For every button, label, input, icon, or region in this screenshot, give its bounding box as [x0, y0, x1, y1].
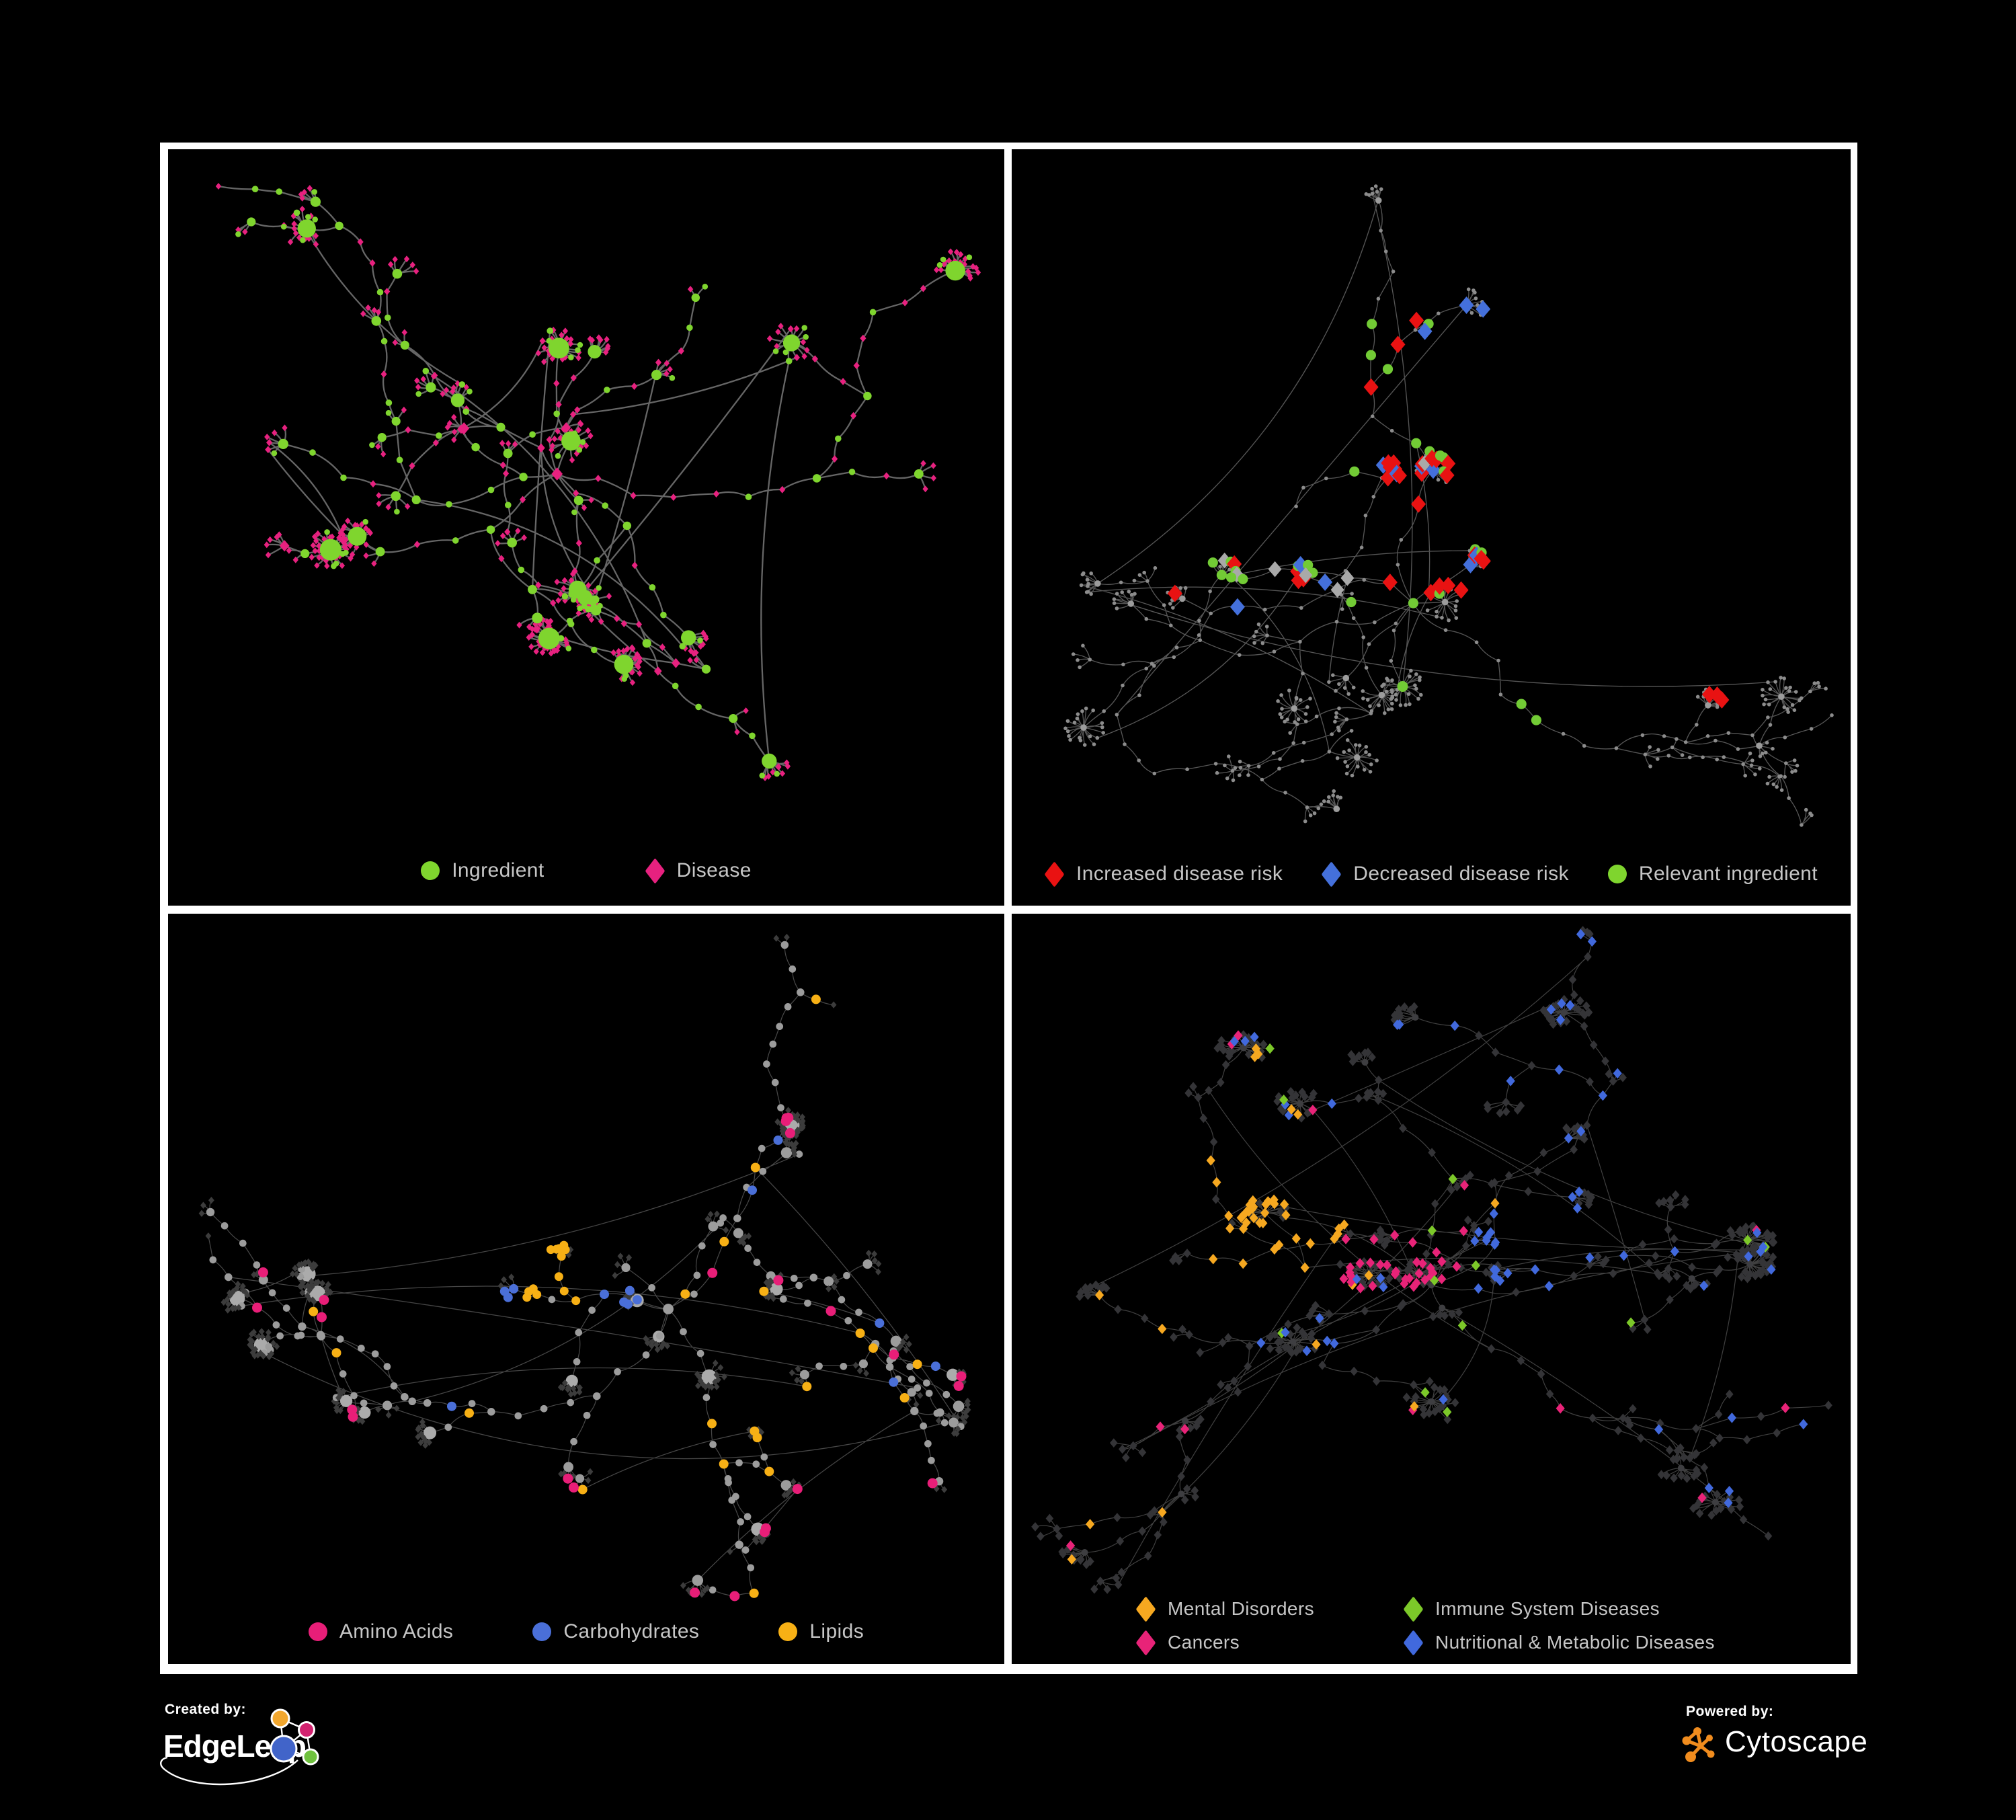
legend-item: Relevant ingredient — [1607, 863, 1818, 885]
legend: Amino Acids Carbohydrates Lipids — [168, 1620, 1004, 1643]
legend-item: Lipids — [778, 1620, 864, 1643]
legend-label: Carbohydrates — [563, 1620, 700, 1643]
legend-label: Relevant ingredient — [1638, 863, 1818, 885]
legend: Mental Disorders Immune System Diseases … — [1135, 1595, 1715, 1656]
legend-item: Immune System Diseases — [1403, 1595, 1715, 1622]
increased-risk-glyph-icon — [1044, 861, 1065, 887]
ingredient-glyph-icon — [421, 861, 440, 880]
disease-risk-network — [1063, 184, 1834, 827]
disease-class-network — [1031, 926, 1832, 1594]
cytoscape-wordmark: Cytoscape — [1725, 1725, 1868, 1758]
panel-ingredient-disease: Ingredient Disease — [168, 149, 1004, 906]
legend-label: Lipids — [809, 1620, 864, 1643]
disease-glyph-icon — [645, 857, 665, 884]
legend-item: Disease — [645, 857, 752, 884]
lipids-glyph-icon — [778, 1622, 798, 1641]
carbohydrates-glyph-icon — [532, 1622, 552, 1641]
legend-item: Increased disease risk — [1044, 861, 1283, 887]
immune-diseases-glyph-icon — [1403, 1595, 1424, 1622]
created-by-label: Created by: — [165, 1702, 247, 1717]
legend-label: Disease — [676, 859, 752, 881]
legend-label: Increased disease risk — [1076, 863, 1283, 885]
ingredient-disease-network — [215, 183, 981, 781]
relevant-ingredient-glyph-icon — [1607, 865, 1627, 883]
panel-grid: Ingredient Disease Increased disease ris… — [160, 143, 1857, 1674]
edgeleap-logo-icon — [160, 1708, 319, 1786]
legend-item: Carbohydrates — [532, 1620, 699, 1643]
legend-label: Mental Disorders — [1168, 1598, 1315, 1619]
legend-item: Amino Acids — [308, 1620, 454, 1643]
legend-item: Mental Disorders — [1135, 1595, 1404, 1622]
amino-acids-glyph-icon — [308, 1622, 327, 1641]
legend-item: Ingredient — [421, 859, 544, 882]
legend-label: Amino Acids — [339, 1620, 454, 1643]
nutritional-metabolic-glyph-icon — [1403, 1629, 1424, 1656]
decreased-risk-glyph-icon — [1321, 861, 1342, 887]
panel-disease-classes: Mental Disorders Immune System Diseases … — [1012, 914, 1851, 1664]
legend-item: Decreased disease risk — [1321, 861, 1569, 887]
panel-disease-risk: Increased disease risk Decreased disease… — [1012, 149, 1851, 906]
legend: Ingredient Disease — [168, 857, 1004, 884]
legend-label: Nutritional & Metabolic Diseases — [1435, 1632, 1715, 1653]
legend-item: Nutritional & Metabolic Diseases — [1403, 1629, 1715, 1656]
legend-label: Immune System Diseases — [1435, 1598, 1660, 1619]
legend-label: Decreased disease risk — [1353, 863, 1569, 885]
legend: Increased disease risk Decreased disease… — [1012, 861, 1851, 887]
cancers-glyph-icon — [1135, 1629, 1156, 1656]
legend-item: Cancers — [1135, 1629, 1404, 1656]
legend-label: Cancers — [1168, 1632, 1240, 1653]
powered-by-label: Powered by: — [1686, 1704, 1774, 1719]
mental-disorders-glyph-icon — [1135, 1595, 1156, 1622]
cytoscape-logo-icon — [1682, 1727, 1715, 1762]
nutrient-class-network — [198, 933, 971, 1601]
panel-nutrient-classes: Amino Acids Carbohydrates Lipids — [168, 914, 1004, 1664]
legend-label: Ingredient — [452, 859, 545, 881]
